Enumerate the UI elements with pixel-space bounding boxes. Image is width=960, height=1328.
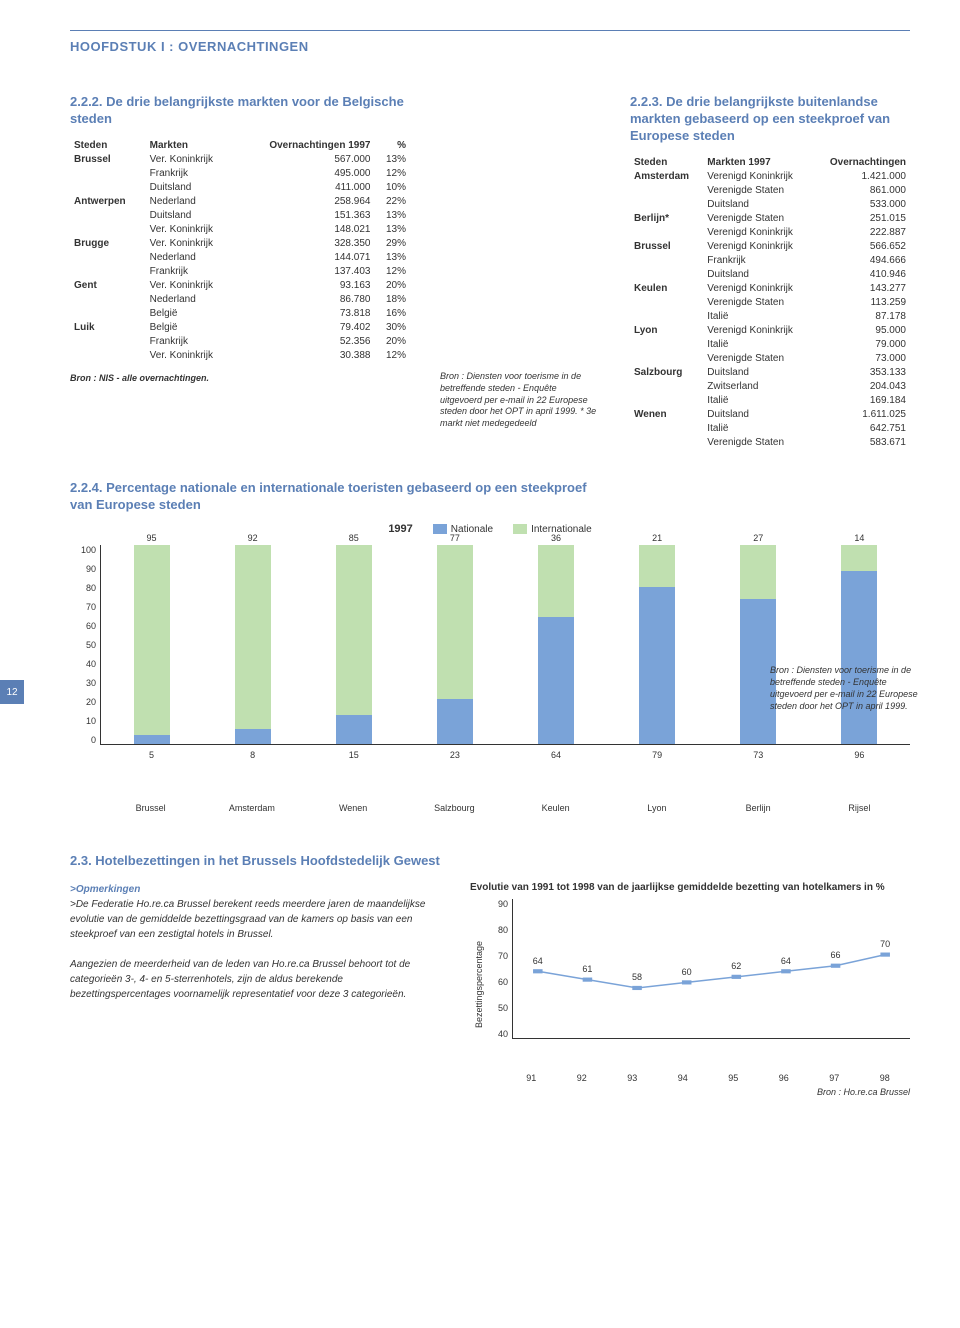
table-row: Frankrijk52.35620% xyxy=(70,335,410,349)
table-row: KeulenVerenigd Koninkrijk143.277 xyxy=(630,282,910,296)
table-row: AmsterdamVerenigd Koninkrijk1.421.000 xyxy=(630,170,910,184)
table-row: Nederland86.78018% xyxy=(70,293,410,307)
page-number-tab: 12 xyxy=(0,680,24,704)
data-point-label: 62 xyxy=(731,961,741,971)
col-header: % xyxy=(374,138,410,153)
col-header: Markten 1997 xyxy=(703,155,812,170)
section-223-title: 2.2.3. De drie belangrijkste buitenlands… xyxy=(630,94,910,145)
col-header: Overnachtingen 1997 xyxy=(236,138,374,153)
table-row: LyonVerenigd Koninkrijk95.000 xyxy=(630,324,910,338)
table-row: Verenigde Staten861.000 xyxy=(630,184,910,198)
table-row: WenenDuitsland1.611.025 xyxy=(630,408,910,422)
table-row: SalzbourgDuitsland353.133 xyxy=(630,366,910,380)
table-row: Zwitserland204.043 xyxy=(630,380,910,394)
data-point-label: 64 xyxy=(533,956,543,966)
table-222: Steden Markten Overnachtingen 1997 % Bru… xyxy=(70,138,410,363)
table-row: AntwerpenNederland258.96422% xyxy=(70,195,410,209)
bar-group: 92 8 xyxy=(202,545,303,744)
bar-group: 85 15 xyxy=(303,545,404,744)
table-row: Ver. Koninkrijk30.38812% xyxy=(70,349,410,363)
source-222: Bron : NIS - alle overnachtingen. xyxy=(70,373,410,383)
evolution-chart-title: Evolutie van 1991 tot 1998 van de jaarli… xyxy=(470,882,910,893)
table-row: Duitsland151.36313% xyxy=(70,209,410,223)
data-point-label: 64 xyxy=(781,956,791,966)
line-chart-yaxis: 405060708090 xyxy=(488,899,512,1039)
table-row: Italië642.751 xyxy=(630,422,910,436)
data-point-label: 58 xyxy=(632,972,642,982)
y-axis-224: 0102030405060708090100 xyxy=(70,545,100,745)
table-row: Duitsland533.000 xyxy=(630,198,910,212)
chart-224-source: Bron : Diensten voor toerisme in de betr… xyxy=(770,665,920,712)
col-header: Steden xyxy=(70,138,146,153)
chart-year: 1997 xyxy=(388,523,412,535)
section-222-title: 2.2.2. De drie belangrijkste markten voo… xyxy=(70,94,410,128)
table-row: Italië169.184 xyxy=(630,394,910,408)
table-row: Verenigde Staten73.000 xyxy=(630,352,910,366)
table-row: Ver. Koninkrijk148.02113% xyxy=(70,223,410,237)
col-header: Steden xyxy=(630,155,703,170)
remarks-body: >De Federatie Ho.re.ca Brussel berekent … xyxy=(70,897,440,1002)
chapter-header: HOOFDSTUK I : OVERNACHTINGEN xyxy=(70,30,910,54)
bar-group: 14 96 xyxy=(809,545,910,744)
section-224-title: 2.2.4. Percentage nationale en internati… xyxy=(70,480,910,514)
bars-area-224: 95 5 92 8 85 15 77 23 36 64 21 79 27 73 … xyxy=(100,545,910,745)
table-223: Steden Markten 1997 Overnachtingen Amste… xyxy=(630,155,910,450)
table-row: Verenigde Staten583.671 xyxy=(630,436,910,450)
bar-group: 77 23 xyxy=(404,545,505,744)
table-row: BrusselVer. Koninkrijk567.00013% xyxy=(70,153,410,167)
bar-group: 27 73 xyxy=(708,545,809,744)
table-row: Duitsland410.946 xyxy=(630,268,910,282)
remarks-heading: >Opmerkingen xyxy=(70,882,440,897)
bar-group: 95 5 xyxy=(101,545,202,744)
table-row: België73.81816% xyxy=(70,307,410,321)
remarks-block: >Opmerkingen >De Federatie Ho.re.ca Brus… xyxy=(70,882,440,1097)
table-row: Italië87.178 xyxy=(630,310,910,324)
table-row: Berlijn*Verenigde Staten251.015 xyxy=(630,212,910,226)
table-row: Italië79.000 xyxy=(630,338,910,352)
table-row: Verenigd Koninkrijk222.887 xyxy=(630,226,910,240)
table-row: Duitsland411.00010% xyxy=(70,181,410,195)
table-row: Frankrijk494.666 xyxy=(630,254,910,268)
table-row: Nederland144.07113% xyxy=(70,251,410,265)
line-chart-ylabel: Bezettingspercentage xyxy=(470,899,488,1069)
data-point-label: 61 xyxy=(582,964,592,974)
col-header: Markten xyxy=(146,138,236,153)
table-row: LuikBelgië79.40230% xyxy=(70,321,410,335)
section-224-title-b: van Europese steden xyxy=(70,497,201,512)
table-row: Frankrijk137.40312% xyxy=(70,265,410,279)
section-23-title: 2.3. Hotelbezettingen in het Brussels Ho… xyxy=(70,853,910,870)
data-point-label: 70 xyxy=(880,939,890,949)
table-row: Frankrijk495.00012% xyxy=(70,167,410,181)
table-row: GentVer. Koninkrijk93.16320% xyxy=(70,279,410,293)
line-chart-plot: 64 61 58 60 62 64 66 70 xyxy=(512,899,910,1039)
table-row: BrusselVerenigd Koninkrijk566.652 xyxy=(630,240,910,254)
col-header: Overnachtingen xyxy=(812,155,910,170)
line-chart-source: Bron : Ho.re.ca Brussel xyxy=(470,1087,910,1097)
table-row: Verenigde Staten113.259 xyxy=(630,296,910,310)
bar-group: 36 64 xyxy=(506,545,607,744)
table-row: BruggeVer. Koninkrijk328.35029% xyxy=(70,237,410,251)
data-point-label: 66 xyxy=(831,950,841,960)
section-224-title-a: 2.2.4. Percentage nationale en internati… xyxy=(70,480,587,495)
bar-group: 21 79 xyxy=(607,545,708,744)
line-chart-xlabels: 9192939495969798 xyxy=(506,1069,910,1083)
mid-source-note: Bron : Diensten voor toerisme in de betr… xyxy=(440,371,600,429)
x-labels-224: BrusselAmsterdamWenenSalzbourgKeulenLyon… xyxy=(100,785,910,813)
data-point-label: 60 xyxy=(682,967,692,977)
